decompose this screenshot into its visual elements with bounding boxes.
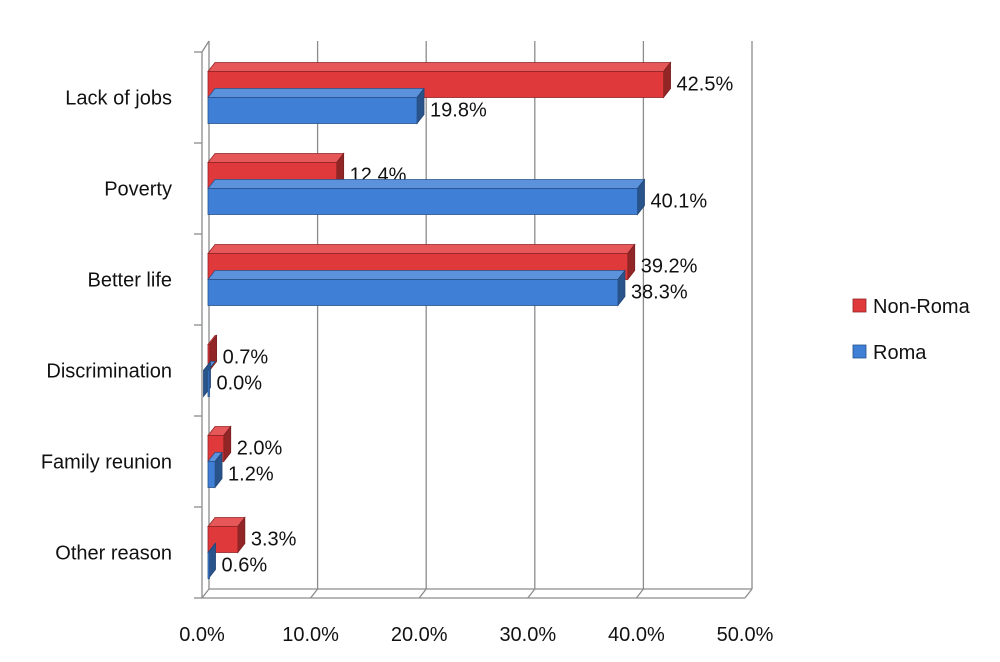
floor-edge <box>527 588 536 599</box>
category-label: Better life <box>88 270 172 292</box>
data-label: 1.2% <box>228 464 274 486</box>
x-tick-label: 20.0% <box>391 624 448 646</box>
floor-edge <box>418 588 427 599</box>
x-tick-label: 40.0% <box>608 624 665 646</box>
category-label: Discrimination <box>46 361 172 383</box>
data-label: 0.6% <box>222 555 268 577</box>
data-label: 39.2% <box>641 256 698 278</box>
floor-edge <box>310 588 319 599</box>
bar-top-face <box>207 270 626 280</box>
legend-swatch <box>852 344 867 359</box>
data-label: 42.5% <box>677 74 734 96</box>
category-label: Lack of jobs <box>65 88 172 110</box>
data-label: 2.0% <box>237 438 283 460</box>
bar-top-face <box>207 244 636 254</box>
data-label: 19.8% <box>430 100 487 122</box>
category-label: Other reason <box>55 543 172 565</box>
data-label: 0.0% <box>217 373 263 395</box>
x-tick-label: 10.0% <box>282 624 339 646</box>
bar <box>207 279 619 306</box>
x-tick-label: 30.0% <box>499 624 556 646</box>
bar-top-face <box>207 153 345 163</box>
floor-edge <box>635 588 644 599</box>
legend-label: Non-Roma <box>873 296 971 318</box>
bar-top-face <box>207 179 646 189</box>
category-label: Family reunion <box>41 452 172 474</box>
data-label: 3.3% <box>251 529 297 551</box>
floor-edge <box>201 588 210 599</box>
data-label: 40.1% <box>650 191 707 213</box>
bar <box>207 370 210 397</box>
bar-top-face <box>207 62 672 72</box>
floor-edge <box>744 588 753 599</box>
legend-swatch <box>852 298 867 313</box>
x-tick-label: 0.0% <box>179 624 225 646</box>
data-label: 38.3% <box>631 282 688 304</box>
category-label: Poverty <box>104 179 172 201</box>
bar <box>207 188 638 215</box>
data-label: 0.7% <box>223 347 269 369</box>
bar <box>207 552 210 579</box>
legend-label: Roma <box>873 342 927 364</box>
bar <box>207 97 418 124</box>
bar-top-face <box>207 88 425 98</box>
x-tick-label: 50.0% <box>717 624 774 646</box>
bar <box>207 461 216 488</box>
axis-top-edge <box>201 40 210 53</box>
